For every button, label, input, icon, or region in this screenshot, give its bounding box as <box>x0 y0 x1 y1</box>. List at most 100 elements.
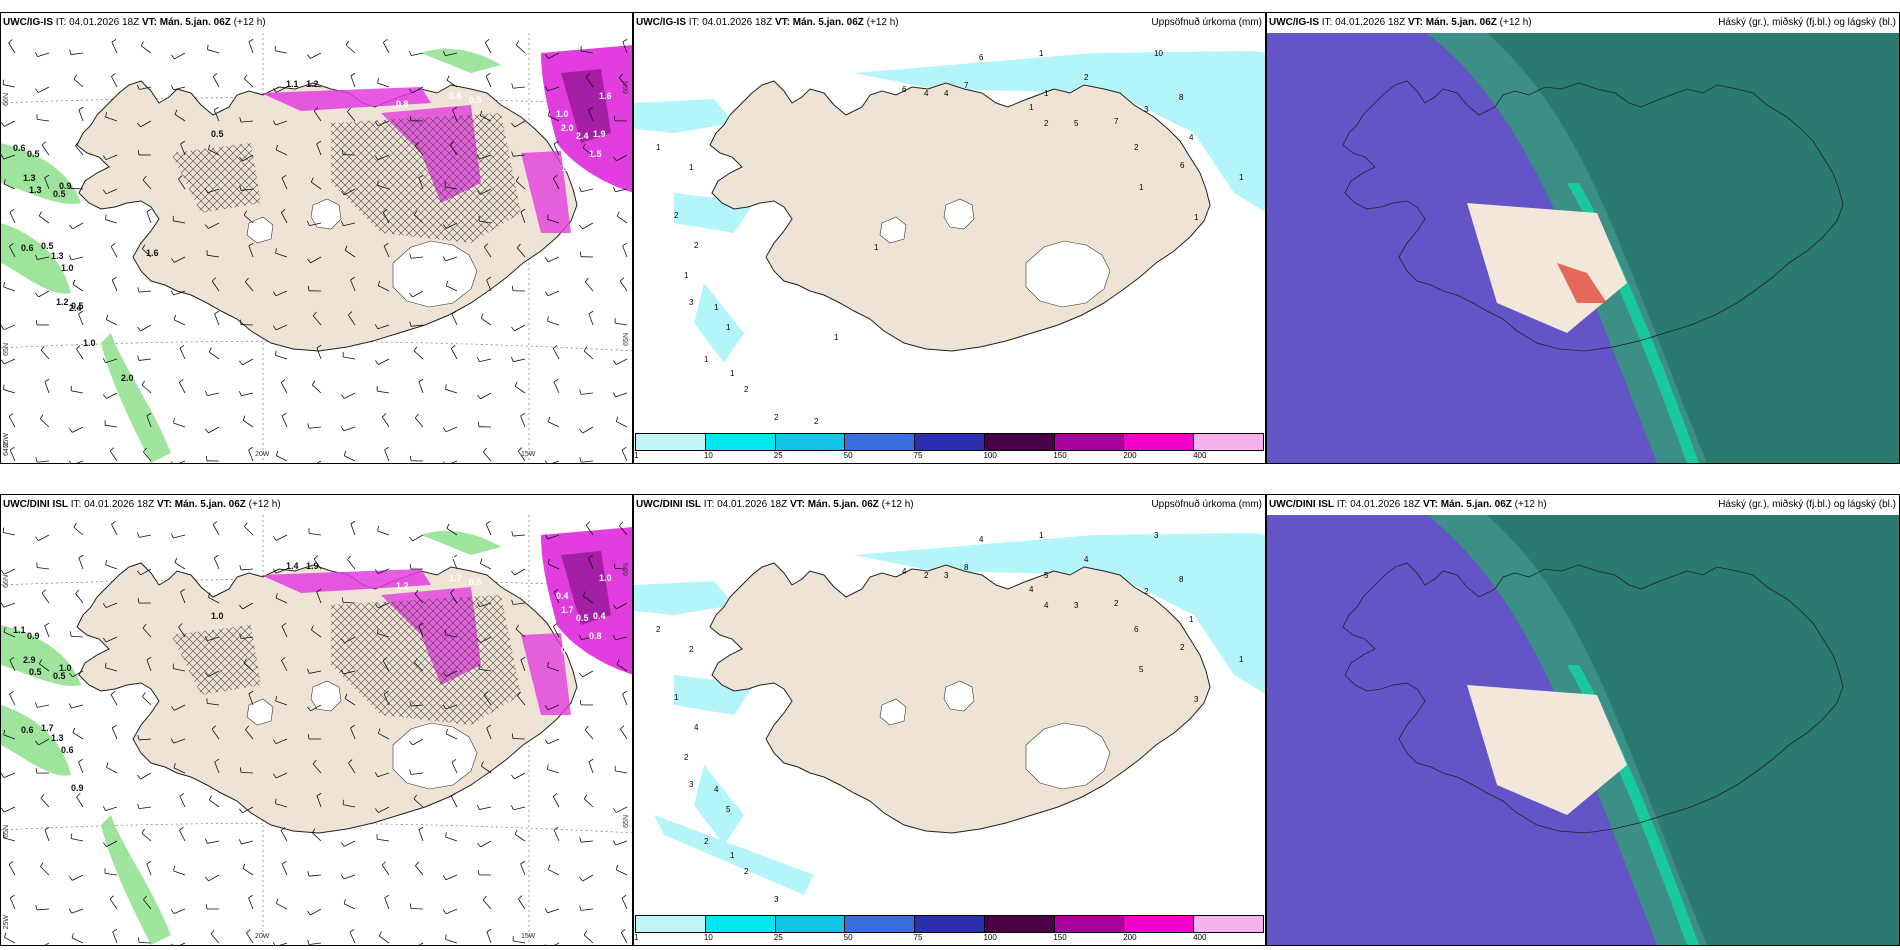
precip-wind-map <box>1 515 632 945</box>
lead-time: (+12 h) <box>248 499 281 510</box>
colorbar-swatch <box>1194 916 1264 932</box>
accum-value-label: 7 <box>1114 117 1119 126</box>
latitude-label: 66N <box>3 575 10 588</box>
colorbar-swatch <box>1054 916 1125 932</box>
precip-value-label: 0.9 <box>27 631 40 641</box>
colorbar-swatch <box>1124 916 1195 932</box>
accum-value-label: 8 <box>1179 93 1184 102</box>
valid-time: Mán. 5.jan. 06Z <box>159 17 231 28</box>
accum-value-label: 5 <box>1139 665 1144 674</box>
precip-value-label: 1.0 <box>61 263 74 273</box>
latitude-label: 65N <box>3 825 10 838</box>
colorbar-swatch <box>915 434 985 450</box>
panel-3: UWC/IG-IS IT: 04.01.2026 18Z VT: Mán. 5.… <box>1266 12 1900 464</box>
accum-value-label: 4 <box>1189 133 1194 142</box>
panel-header: UWC/IG-IS IT: 04.01.2026 18Z VT: Mán. 5.… <box>634 13 1265 33</box>
cloud-cover-map <box>1267 33 1899 463</box>
valid-label: VT: <box>1422 499 1438 510</box>
accum-value-label: 2 <box>684 753 689 762</box>
accum-value-label: 1 <box>834 333 839 342</box>
precip-value-label: 1.3 <box>29 185 42 195</box>
accum-value-label: 4 <box>902 567 907 576</box>
map-area: 25W 20W 15W 66N 65N 64N 66N 65N 0.6 0.5 1.3 1.1 1.2 0… <box>1 33 632 463</box>
accum-precip-map <box>634 33 1265 433</box>
precip-value-label: 0.8 <box>396 99 409 109</box>
panel-header: UWC/IG-IS IT: 04.01.2026 18Z VT: Mán. 5.… <box>1267 13 1899 33</box>
colorbar-tick-label: 100 <box>983 933 997 942</box>
colorbar-tick-label: 400 <box>1193 451 1207 460</box>
precip-value-label: 0.5 <box>576 613 589 623</box>
accum-value-label: 4 <box>924 89 929 98</box>
precip-wind-map <box>1 33 632 463</box>
precip-value-label: 2.4 <box>69 303 82 313</box>
precip-value-label: 0.9 <box>59 181 72 191</box>
precip-value-label: 0.8 <box>589 631 602 641</box>
precip-value-label: 0.6 <box>449 91 462 101</box>
lead-time: (+12 h) <box>1514 499 1547 510</box>
colorbar: 1 10 25 50 75 100 150 200 400 <box>634 433 1264 461</box>
colorbar-tick-label: 75 <box>913 451 923 460</box>
precip-value-label: 1.0 <box>59 663 72 673</box>
lead-time: (+12 h) <box>866 17 899 28</box>
accum-value-label: 6 <box>902 85 907 94</box>
precip-value-label: 1.0 <box>83 338 96 348</box>
accum-value-label: 2 <box>694 241 699 250</box>
colorbar-tick-label: 25 <box>773 451 783 460</box>
accum-value-label: 5 <box>1074 119 1079 128</box>
panel-title: Háský (gr.), miðský (fj.bl.) og lágský (… <box>1718 17 1896 28</box>
precip-value-label: 1.3 <box>51 733 64 743</box>
panel-1: UWC/IG-IS IT: 04.01.2026 18Z VT: Mán. 5.… <box>0 12 633 464</box>
latitude-label: 66N <box>623 81 630 94</box>
panel-6: UWC/DINI ISL IT: 04.01.2026 18Z VT: Mán.… <box>1266 494 1900 946</box>
accum-value-label: 2 <box>1114 599 1119 608</box>
colorbar-swatch <box>915 916 985 932</box>
precip-value-label: 0.6 <box>561 645 574 655</box>
longitude-label: 15W <box>521 451 536 458</box>
precip-value-label: 1.2 <box>56 297 69 307</box>
panel-header: UWC/DINI ISL IT: 04.01.2026 18Z VT: Mán.… <box>1267 495 1899 515</box>
valid-time: Mán. 5.jan. 06Z <box>174 499 246 510</box>
precip-value-label: 0.5 <box>469 577 482 587</box>
colorbar-tick-label: 150 <box>1053 451 1067 460</box>
precip-value-label: 0.5 <box>431 551 444 561</box>
latitude-label: 65N <box>623 815 630 828</box>
precip-value-label: 1.2 <box>561 163 574 173</box>
longitude-label: 15W <box>521 933 536 940</box>
map-area <box>1267 515 1899 945</box>
accum-value-label: 3 <box>689 298 694 307</box>
precip-value-label: 0.4 <box>556 591 569 601</box>
precip-value-label: 0.5 <box>29 667 42 677</box>
accum-value-label: 2 <box>1180 643 1185 652</box>
accum-value-label: 1 <box>684 271 689 280</box>
precip-value-label: 0.6 <box>13 143 26 153</box>
precip-value-label: 0.5 <box>41 241 54 251</box>
accum-value-label: 1 <box>1239 173 1244 182</box>
colorbar: 1 10 25 50 75 100 150 200 400 <box>634 915 1264 943</box>
accum-value-label: 4 <box>1084 555 1089 564</box>
accum-value-label: 2 <box>656 625 661 634</box>
accum-value-label: 4 <box>944 89 949 98</box>
precip-value-label: 0.5 <box>27 149 40 159</box>
colorbar-tick-label: 150 <box>1053 933 1067 942</box>
latitude-label: 66N <box>3 93 10 106</box>
accum-value-label: 2 <box>1084 73 1089 82</box>
precip-value-label: 1.7 <box>561 605 574 615</box>
panel-header: UWC/IG-IS IT: 04.01.2026 18Z VT: Mán. 5.… <box>1 13 632 33</box>
accum-value-label: 2 <box>1134 143 1139 152</box>
valid-time: Mán. 5.jan. 06Z <box>807 499 879 510</box>
latitude-label: 64N <box>3 443 10 456</box>
precip-value-label: 0.6 <box>61 745 74 755</box>
colorbar-swatch <box>636 434 706 450</box>
precip-value-label: 1.6 <box>146 248 159 258</box>
accum-value-label: 4 <box>979 535 984 544</box>
lead-time: (+12 h) <box>233 17 266 28</box>
accum-value-label: 2 <box>1044 119 1049 128</box>
accum-precip-map <box>634 515 1265 915</box>
accum-value-label: 2 <box>1144 587 1149 596</box>
precip-value-label: 1.0 <box>211 611 224 621</box>
panel-2: UWC/IG-IS IT: 04.01.2026 18Z VT: Mán. 5.… <box>633 12 1266 464</box>
accum-value-label: 10 <box>1154 49 1163 58</box>
precip-value-label: 1.0 <box>556 109 569 119</box>
precip-value-label: 0.6 <box>21 725 34 735</box>
precip-value-label: 1.7 <box>41 723 54 733</box>
